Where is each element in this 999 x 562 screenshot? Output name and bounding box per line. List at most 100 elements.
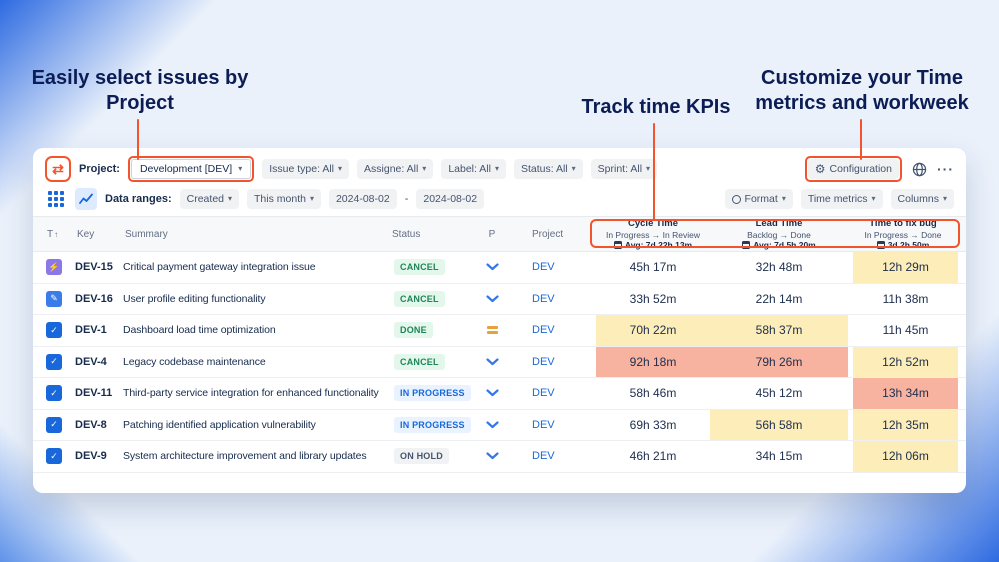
column-header-time-to-fix[interactable]: Time to fix bug In Progress → Done 3d 2h…: [848, 218, 958, 250]
chart-view-icon[interactable]: [75, 188, 97, 210]
priority-icon: [474, 326, 510, 335]
table-row[interactable]: ✓ DEV-9 System architecture improvement …: [33, 441, 966, 473]
time-to-fix-value: 12h 35m: [853, 409, 958, 440]
project-link[interactable]: DEV: [532, 324, 555, 337]
grid-view-icon[interactable]: [45, 188, 67, 210]
period-select[interactable]: This month ▾: [247, 189, 321, 209]
table-body: ⚡ DEV-15 Critical payment gateway integr…: [33, 252, 966, 473]
calendar-icon: [876, 240, 885, 249]
filter-label: Sprint: All: [597, 163, 643, 175]
date-to-value: 2024-08-02: [423, 193, 478, 205]
table-row[interactable]: ✓ DEV-11 Third-party service integration…: [33, 378, 966, 410]
project-cell: DEV: [510, 387, 596, 399]
chevron-down-icon: ▾: [422, 164, 427, 173]
table-row[interactable]: ✓ DEV-4 Legacy codebase maintenance CANC…: [33, 346, 966, 378]
filter-sprint[interactable]: Sprint: All ▾: [590, 159, 658, 179]
column-header-priority[interactable]: P: [488, 228, 496, 240]
metric-avg: Avg: 7d 22h 13m: [624, 239, 693, 250]
table-row[interactable]: ⚡ DEV-15 Critical payment gateway integr…: [33, 252, 966, 284]
table-row[interactable]: ✓ DEV-8 Patching identified application …: [33, 409, 966, 441]
globe-icon[interactable]: [912, 162, 927, 177]
sub-toolbar: Data ranges: Created ▾ This month ▾ 2024…: [33, 182, 966, 210]
project-link[interactable]: DEV: [532, 450, 555, 463]
chevron-down-icon: ▾: [646, 164, 651, 173]
time-to-fix-value: 12h 06m: [853, 441, 958, 472]
more-menu-icon[interactable]: ···: [937, 161, 954, 177]
issue-summary: Legacy codebase maintenance: [123, 355, 266, 368]
priority-chevron-icon: [485, 421, 499, 428]
status-cell: IN PROGRESS: [390, 416, 474, 433]
table-row[interactable]: ✎ DEV-16 User profile editing functional…: [33, 284, 966, 315]
format-label: Format: [744, 193, 778, 205]
filter-label: Assigne: All: [364, 163, 419, 175]
cycle-time-value: 58h 46m: [629, 386, 677, 401]
format-button[interactable]: Format ▾: [724, 189, 793, 209]
status-badge: CANCEL: [394, 259, 445, 276]
issue-key: DEV-11: [75, 387, 113, 400]
filter-issue-type[interactable]: Issue type: All ▾: [262, 159, 350, 179]
project-link[interactable]: DEV: [532, 292, 555, 305]
project-link[interactable]: DEV: [532, 261, 555, 274]
date-from-field[interactable]: 2024-08-02: [328, 189, 397, 209]
column-header-cycle-time[interactable]: Cycle Time In Progress → In Review Avg: …: [596, 218, 710, 250]
lead-time-value: 58h 37m: [710, 315, 848, 346]
project-link[interactable]: DEV: [532, 418, 555, 431]
app-logo-icon: ⇄: [45, 156, 71, 182]
issue-summary: Critical payment gateway integration iss…: [123, 261, 316, 274]
filter-status[interactable]: Status: All ▾: [513, 159, 583, 179]
project-link[interactable]: DEV: [532, 355, 555, 368]
sort-asc-icon: ↑: [54, 229, 59, 239]
priority-chevron-icon: [485, 358, 499, 365]
column-header-key[interactable]: Key: [77, 228, 95, 240]
issue-type-icon: ⚡: [46, 259, 62, 276]
column-header-type[interactable]: T ↑: [41, 229, 75, 240]
project-select[interactable]: Development [DEV] ▾: [130, 159, 252, 179]
connector-line-left: [137, 119, 139, 160]
column-header-project[interactable]: Project: [532, 228, 564, 240]
column-header-lead-time[interactable]: Lead Time Backlog → Done Avg: 7d 5h 20m: [710, 218, 848, 250]
status-cell: ON HOLD: [390, 448, 474, 465]
type-cell: ✓: [41, 353, 75, 370]
type-cell: ✓: [41, 322, 75, 339]
priority-icon: [474, 358, 510, 366]
issue-type-icon: ✎: [46, 290, 62, 307]
column-header-status[interactable]: Status: [392, 228, 421, 240]
chevron-down-icon: ▾: [494, 164, 499, 173]
configuration-button[interactable]: ⚙ Configuration: [807, 159, 899, 179]
range-type-select[interactable]: Created ▾: [179, 189, 240, 209]
table-header: T ↑ Key Summary Status P Project Cycle T…: [33, 216, 966, 252]
type-cell: ✓: [41, 385, 75, 402]
date-to-field[interactable]: 2024-08-02: [416, 189, 485, 209]
project-cell: DEV: [510, 356, 596, 368]
project-link[interactable]: DEV: [532, 387, 555, 400]
chevron-down-icon: ▾: [228, 194, 233, 203]
configuration-highlight-box: ⚙ Configuration: [804, 156, 902, 182]
status-cell: CANCEL: [390, 290, 474, 307]
lead-time-value: 56h 58m: [710, 409, 848, 440]
lead-time-value: 32h 48m: [755, 260, 803, 275]
status-badge: CANCEL: [394, 353, 445, 370]
filter-label: Issue type: All: [269, 163, 334, 175]
lead-time-value: 22h 14m: [755, 291, 803, 306]
priority-chevron-icon: [485, 452, 499, 460]
time-metrics-button[interactable]: Time metrics ▾: [800, 189, 883, 209]
filter-assignee[interactable]: Assigne: All ▾: [357, 159, 434, 179]
project-highlight-box: Development [DEV] ▾: [127, 156, 255, 182]
issue-key: DEV-9: [75, 450, 107, 463]
type-cell: ⚡: [41, 259, 75, 276]
annotation-right-line2: metrics and workweek: [755, 92, 969, 114]
column-header-summary[interactable]: Summary: [125, 228, 168, 240]
connector-line-right: [860, 119, 862, 160]
status-cell: CANCEL: [390, 353, 474, 370]
priority-chevron-icon: [485, 263, 499, 271]
table-row[interactable]: ✓ DEV-1 Dashboard load time optimization…: [33, 315, 966, 347]
columns-button[interactable]: Columns ▾: [890, 189, 954, 209]
toolbar: ⇄ Project: Development [DEV] ▾ Issue typ…: [33, 148, 966, 182]
metric-avg: Avg: 7d 5h 20m: [753, 239, 816, 250]
priority-icon: [474, 421, 510, 429]
project-cell: DEV: [510, 261, 596, 273]
issue-summary: Patching identified application vulnerab…: [123, 418, 316, 431]
format-icon: [731, 194, 741, 204]
filter-label[interactable]: Label: All ▾: [441, 159, 506, 179]
